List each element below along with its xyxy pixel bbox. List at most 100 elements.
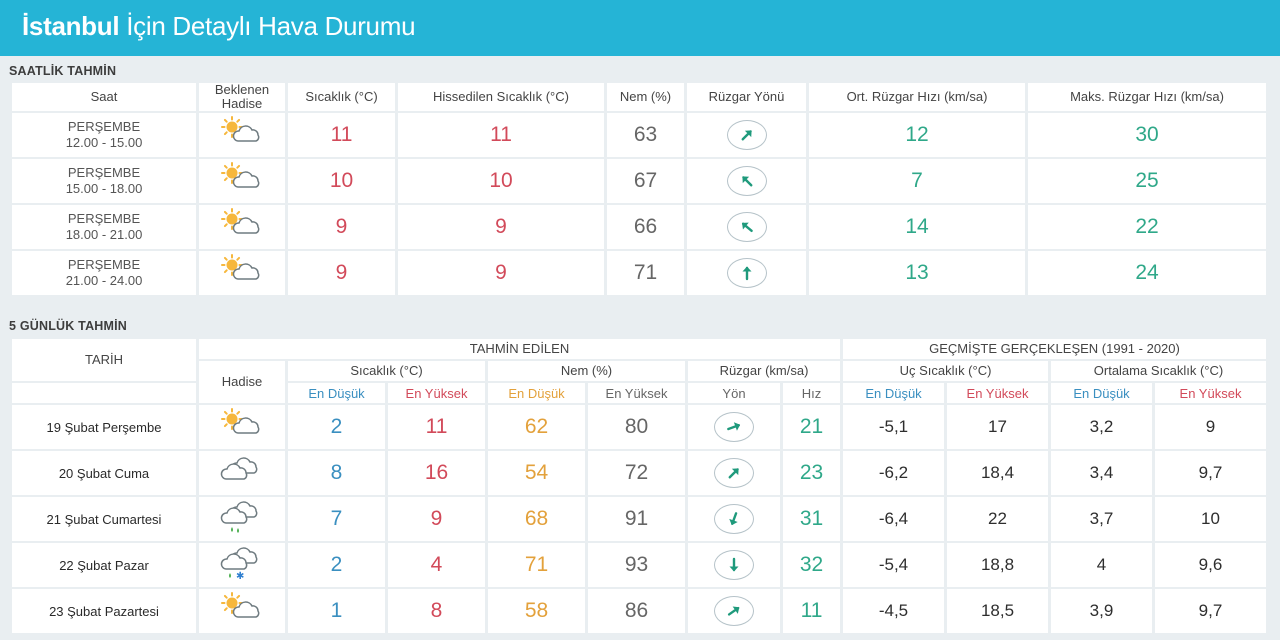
daily-row: 20 Şubat Cuma 8 16 54 72 23 -6,2 18,4 3,4 9,7 (12, 451, 1266, 495)
daily-h-max: 72 (588, 451, 685, 495)
col-nem: Nem (%) (607, 83, 684, 111)
hourly-section-title: SAATLİK TAHMİN (9, 64, 117, 78)
daily-t-max: 4 (388, 543, 485, 587)
daily-h-max: 93 (588, 543, 685, 587)
city-name: İstanbul (22, 11, 120, 41)
col-ort-hiz: Ort. Rüzgar Hızı (km/sa) (809, 83, 1025, 111)
daily-hadise: ✱ (199, 543, 285, 587)
partly-cloudy-icon (218, 161, 266, 202)
wind-direction-arrow-icon (726, 166, 767, 196)
daily-t-max: 16 (388, 451, 485, 495)
daily-avg-max: 9,7 (1155, 589, 1266, 633)
daily-wind-speed: 32 (783, 543, 840, 587)
daily-hadise (199, 497, 285, 541)
hourly-feels: 9 (398, 205, 604, 249)
hourly-row: PERŞEMBE 15.00 - 18.00 10 10 67 7 25 (12, 159, 1266, 203)
group-gecmiste: GEÇMİŞTE GERÇEKLEŞEN (1991 - 2020) (843, 339, 1266, 359)
hourly-feels: 9 (398, 251, 604, 295)
sub-ext-min: En Düşük (843, 383, 944, 403)
hourly-forecast-table: Saat Beklenen Hadise Sıcaklık (°C) Hissed… (9, 81, 1269, 297)
daily-wind-dir (688, 451, 780, 495)
hourly-humidity: 63 (607, 113, 684, 157)
sub-avg-max: En Yüksek (1155, 383, 1266, 403)
col-ruzgar-yonu: Rüzgar Yönü (687, 83, 806, 111)
col-tarih: TARİH (12, 339, 196, 381)
hourly-wind-avg: 7 (809, 159, 1025, 203)
daily-row: 23 Şubat Pazartesi 1 8 58 86 11 -4,5 18,5 3,9 9,7 (12, 589, 1266, 633)
daily-h-max: 86 (588, 589, 685, 633)
hourly-header-row: Saat Beklenen Hadise Sıcaklık (°C) Hissed… (12, 83, 1266, 111)
hourly-wind-max: 30 (1028, 113, 1266, 157)
wind-direction-arrow-icon (714, 504, 754, 534)
hourly-day: PERŞEMBE (67, 119, 141, 134)
hourly-wind-avg: 13 (809, 251, 1025, 295)
hourly-feels: 11 (398, 113, 604, 157)
hourly-hadise (199, 251, 285, 295)
daily-hadise (199, 451, 285, 495)
partly-cloudy-icon (218, 207, 266, 248)
daily-h-min: 58 (488, 589, 585, 633)
partly-cloudy-icon (218, 253, 266, 294)
daily-ext-max: 18,4 (947, 451, 1048, 495)
hourly-wind-max: 25 (1028, 159, 1266, 203)
partly-cloudy-icon (218, 591, 266, 632)
partly-cloudy-icon (218, 115, 266, 156)
hourly-humidity: 67 (607, 159, 684, 203)
daily-row: 21 Şubat Cumartesi 7 9 68 91 31 -6,4 22 3,7 10 (12, 497, 1266, 541)
hourly-time: 18.00 - 21.00 (65, 227, 143, 242)
sub-t-min: En Düşük (288, 383, 385, 403)
group-tahmin-edilen: TAHMİN EDİLEN (199, 339, 840, 359)
daily-header-row-3: En Düşük En Yüksek En Düşük En Yüksek Yö… (12, 383, 1266, 403)
daily-wind-dir (688, 589, 780, 633)
daily-t-max: 9 (388, 497, 485, 541)
daily-ext-max: 18,5 (947, 589, 1048, 633)
daily-wind-dir (688, 405, 780, 449)
hourly-slot: PERŞEMBE 15.00 - 18.00 (12, 159, 196, 203)
daily-t-max: 8 (388, 589, 485, 633)
partly-cloudy-icon (218, 407, 266, 448)
daily-date: 23 Şubat Pazartesi (12, 589, 196, 633)
tarih-spacer (12, 383, 196, 403)
daily-h-max: 80 (588, 405, 685, 449)
sleet-icon: ✱ (218, 545, 266, 586)
wind-direction-arrow-icon (726, 258, 767, 288)
hourly-temp: 11 (288, 113, 395, 157)
sub-h-min: En Düşük (488, 383, 585, 403)
col-maks-hiz: Maks. Rüzgar Hızı (km/sa) (1028, 83, 1266, 111)
daily-avg-max: 9,7 (1155, 451, 1266, 495)
daily-hadise (199, 589, 285, 633)
daily-h-max: 91 (588, 497, 685, 541)
daily-h-min: 68 (488, 497, 585, 541)
daily-wind-speed: 23 (783, 451, 840, 495)
daily-ext-max: 22 (947, 497, 1048, 541)
hourly-wind-dir (687, 205, 806, 249)
wind-direction-arrow-icon (726, 120, 767, 150)
col-hadise-line2: Hadise (221, 96, 263, 111)
wind-direction-arrow-icon (714, 550, 754, 580)
daily-section-title: 5 GÜNLÜK TAHMİN (9, 319, 128, 333)
wind-direction-arrow-icon (714, 412, 754, 442)
sub-avg-min: En Düşük (1051, 383, 1152, 403)
rain-icon (218, 499, 266, 540)
daily-row: 19 Şubat Perşembe 2 11 62 80 21 -5,1 17 3,2 9 (12, 405, 1266, 449)
hourly-row: PERŞEMBE 18.00 - 21.00 9 9 66 14 22 (12, 205, 1266, 249)
col-hadise: Beklenen Hadise (199, 83, 285, 111)
hourly-slot: PERŞEMBE 12.00 - 15.00 (12, 113, 196, 157)
daily-t-min: 7 (288, 497, 385, 541)
col-nem: Nem (%) (488, 361, 685, 381)
hourly-temp: 9 (288, 251, 395, 295)
hourly-wind-avg: 12 (809, 113, 1025, 157)
daily-t-min: 8 (288, 451, 385, 495)
daily-avg-max: 9 (1155, 405, 1266, 449)
daily-h-min: 62 (488, 405, 585, 449)
hourly-time: 21.00 - 24.00 (65, 273, 143, 288)
hourly-day: PERŞEMBE (67, 257, 141, 272)
daily-avg-max: 10 (1155, 497, 1266, 541)
hourly-row: PERŞEMBE 12.00 - 15.00 11 11 63 12 30 (12, 113, 1266, 157)
page-header: İstanbul İçin Detaylı Hava Durumu (0, 0, 1280, 56)
daily-h-min: 54 (488, 451, 585, 495)
daily-ext-min: -5,4 (843, 543, 944, 587)
cloudy-icon (218, 453, 266, 494)
daily-ext-min: -6,2 (843, 451, 944, 495)
daily-avg-min: 3,2 (1051, 405, 1152, 449)
